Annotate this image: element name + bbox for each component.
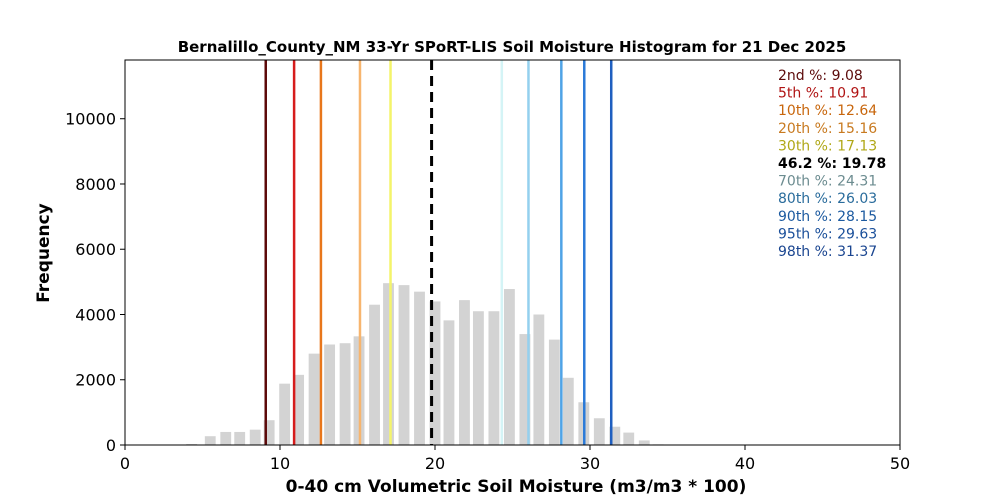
histogram-bar [533, 314, 545, 445]
legend-entry: 10th %: 12.64 [778, 103, 877, 119]
histogram-bar [414, 291, 425, 445]
x-tick-label: 50 [890, 454, 910, 473]
legend-entry: 30th %: 17.13 [778, 138, 877, 154]
x-axis-title: 0-40 cm Volumetric Soil Moisture (m3/m3 … [286, 477, 747, 497]
y-tick-label: 10000 [65, 110, 116, 129]
legend-entry: 98th %: 31.37 [778, 244, 877, 260]
histogram-bar [324, 344, 336, 445]
y-tick-label: 8000 [75, 175, 116, 194]
plot-frame [124, 59, 901, 446]
x-tick-label: 10 [270, 454, 290, 473]
legend-entry: 2nd %: 9.08 [778, 68, 863, 84]
legend-entry: 5th %: 10.91 [778, 86, 868, 102]
histogram-bars [186, 283, 680, 445]
legend-entry: 46.2 %: 19.78 [778, 156, 886, 172]
histogram-bar [503, 289, 515, 445]
y-tick-label: 2000 [75, 371, 116, 390]
histogram-bar [398, 285, 410, 445]
histogram-bar [609, 426, 621, 445]
histogram-bar [308, 353, 320, 445]
x-tick-label: 30 [580, 454, 600, 473]
y-tick-label: 4000 [75, 305, 116, 324]
histogram-bar [204, 436, 216, 445]
legend-entry: 90th %: 28.15 [778, 209, 877, 225]
histogram-bar [383, 283, 394, 445]
histogram-bar [443, 320, 455, 445]
y-tick-label: 0 [106, 436, 116, 455]
histogram-bar [488, 311, 500, 445]
histogram-bar [638, 440, 650, 445]
y-axis-title: Frequency [34, 203, 54, 303]
legend-entry: 95th %: 29.63 [778, 226, 877, 242]
histogram-bar [548, 339, 560, 445]
histogram-bar [562, 377, 574, 445]
y-axis-ticks: 0 2000 4000 6000 8000 10000 [65, 110, 125, 455]
histogram-bar [519, 334, 531, 445]
x-tick-label: 40 [735, 454, 755, 473]
histogram-bar [339, 343, 351, 445]
histogram-bar [234, 431, 246, 445]
histogram-bar [459, 300, 470, 445]
histogram-bar [263, 420, 275, 445]
chart-title: Bernalillo_County_NM 33-Yr SPoRT-LIS Soi… [178, 38, 847, 56]
y-tick-label: 6000 [75, 240, 116, 259]
histogram-bar [369, 304, 380, 445]
histogram-bar [279, 383, 291, 445]
histogram-bar [429, 301, 441, 445]
legend-entry: 70th %: 24.31 [778, 174, 877, 190]
histogram-bar [472, 311, 484, 445]
histogram-bar [293, 374, 305, 445]
histogram-bar [593, 418, 605, 445]
histogram-bar [623, 432, 635, 445]
histogram-bar [249, 429, 261, 445]
x-axis-ticks: 0 10 20 30 40 50 [120, 445, 910, 473]
x-tick-label: 20 [425, 454, 445, 473]
percentile-lines [264, 60, 613, 445]
histogram-bar [220, 431, 232, 445]
legend-entry: 20th %: 15.16 [778, 121, 877, 137]
legend-entry: 80th %: 26.03 [778, 191, 877, 207]
x-tick-label: 0 [120, 454, 130, 473]
